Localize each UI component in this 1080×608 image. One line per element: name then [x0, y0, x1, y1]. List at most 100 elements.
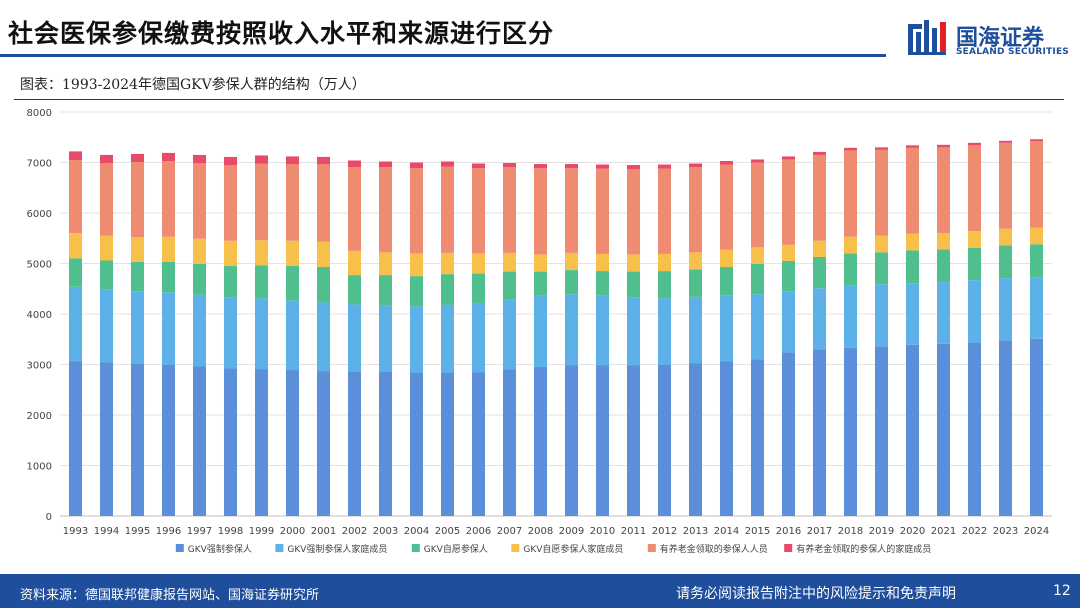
bar-segment: [781, 260, 796, 292]
bar-segment: [68, 286, 83, 362]
bar-segment: [905, 283, 920, 345]
bar-segment: [657, 164, 672, 169]
bar-segment: [812, 154, 827, 241]
bar-segment: [688, 269, 703, 297]
bar-segment: [719, 164, 734, 250]
bar-segment: [161, 365, 176, 516]
bar-segment: [409, 276, 424, 307]
legend-swatch: [175, 544, 184, 552]
legend-label: 有养老金领取的参保人的家庭成员: [796, 543, 931, 555]
bar-segment: [998, 245, 1013, 279]
bar-segment: [874, 346, 889, 516]
y-tick-label: 3000: [27, 361, 52, 372]
x-tick-label: 2016: [776, 526, 801, 537]
bar-segment: [688, 363, 703, 516]
bar-segment: [626, 365, 641, 516]
bar-segment: [347, 275, 362, 305]
bar-segment: [750, 264, 765, 295]
legend-label: GKV强制参保人家庭成员: [287, 543, 387, 555]
x-tick-label: 2019: [869, 526, 894, 537]
bar-segment: [626, 165, 641, 170]
x-tick-label: 2004: [404, 526, 429, 537]
bar-segment: [998, 228, 1013, 246]
bar-segment: [192, 238, 207, 265]
bar-segment: [657, 365, 672, 516]
bar-segment: [750, 247, 765, 265]
legend-layer: GKV强制参保人 GKV强制参保人家庭成员 GKV自愿参保人 GKV自愿参保人家庭成员…: [175, 543, 931, 555]
bar-segment: [998, 340, 1013, 516]
bar-segment: [192, 294, 207, 367]
bar-layer: [68, 139, 1044, 516]
legend-swatch: [784, 544, 793, 552]
bar-segment: [378, 161, 393, 168]
legend-label: 有养老金领取的参保人人员: [660, 543, 768, 555]
x-tick-label: 2024: [1024, 526, 1049, 537]
bar-segment: [223, 266, 238, 298]
bar-segment: [161, 160, 176, 237]
bar-segment: [440, 161, 455, 167]
bar-segment: [812, 288, 827, 350]
bar-segment: [285, 156, 300, 165]
bar-segment: [130, 291, 145, 364]
x-tick-label: 2017: [807, 526, 832, 537]
bar-segment: [409, 306, 424, 373]
bar-segment: [936, 147, 951, 234]
bar-segment: [626, 254, 641, 272]
bar-segment: [378, 371, 393, 516]
legend-swatch: [275, 544, 284, 552]
bar-segment: [347, 167, 362, 251]
bar-segment: [905, 344, 920, 516]
bar-segment: [843, 285, 858, 348]
bar-segment: [843, 150, 858, 237]
bar-segment: [223, 368, 238, 516]
bar-segment: [130, 237, 145, 262]
bar-segment: [812, 256, 827, 289]
x-tick-label: 1999: [249, 526, 274, 537]
bar-segment: [130, 161, 145, 238]
bar-segment: [533, 367, 548, 516]
footer-disclaimer: 请务必阅读报告附注中的风险提示和免责声明: [676, 586, 956, 602]
bar-segment: [564, 294, 579, 366]
x-tick-label: 1998: [218, 526, 243, 537]
bar-segment: [440, 274, 455, 305]
bar-segment: [874, 284, 889, 347]
bar-segment: [657, 298, 672, 366]
footer-bar: [0, 574, 1080, 608]
bar-segment: [564, 164, 579, 169]
bar-segment: [688, 167, 703, 253]
bar-segment: [161, 292, 176, 366]
bar-segment: [936, 343, 951, 516]
bar-segment: [533, 295, 548, 368]
bar-segment: [843, 147, 858, 151]
bar-segment: [781, 352, 796, 516]
bar-segment: [502, 252, 517, 272]
bar-segment: [502, 299, 517, 370]
bar-segment: [409, 253, 424, 277]
bar-segment: [471, 372, 486, 516]
bar-segment: [440, 372, 455, 516]
bar-segment: [936, 249, 951, 283]
bar-segment: [254, 298, 269, 370]
bar-segment: [347, 304, 362, 372]
bar-segment: [347, 160, 362, 168]
bar-segment: [905, 147, 920, 234]
bar-segment: [936, 144, 951, 148]
stacked-bar-chart: 0 1000 2000 3000 4000 5000 6000 7000 8000 1993 199…: [27, 108, 1052, 555]
x-tick-label: 2018: [838, 526, 863, 537]
bar-segment: [1029, 338, 1044, 516]
bar-segment: [161, 152, 176, 161]
legend-label: GKV自愿参保人家庭成员: [523, 543, 623, 555]
x-tick-label: 2012: [652, 526, 677, 537]
bar-segment: [936, 233, 951, 250]
bar-segment: [192, 264, 207, 295]
bar-segment: [130, 261, 145, 292]
brand-name-cn: 国海证券: [956, 26, 1045, 51]
bar-segment: [781, 244, 796, 261]
bar-segment: [874, 147, 889, 150]
bar-segment: [812, 349, 827, 516]
x-tick-label: 1996: [156, 526, 181, 537]
bar-segment: [223, 156, 238, 166]
bar-segment: [161, 236, 176, 262]
bar-segment: [595, 271, 610, 296]
x-tick-label: 1997: [187, 526, 212, 537]
